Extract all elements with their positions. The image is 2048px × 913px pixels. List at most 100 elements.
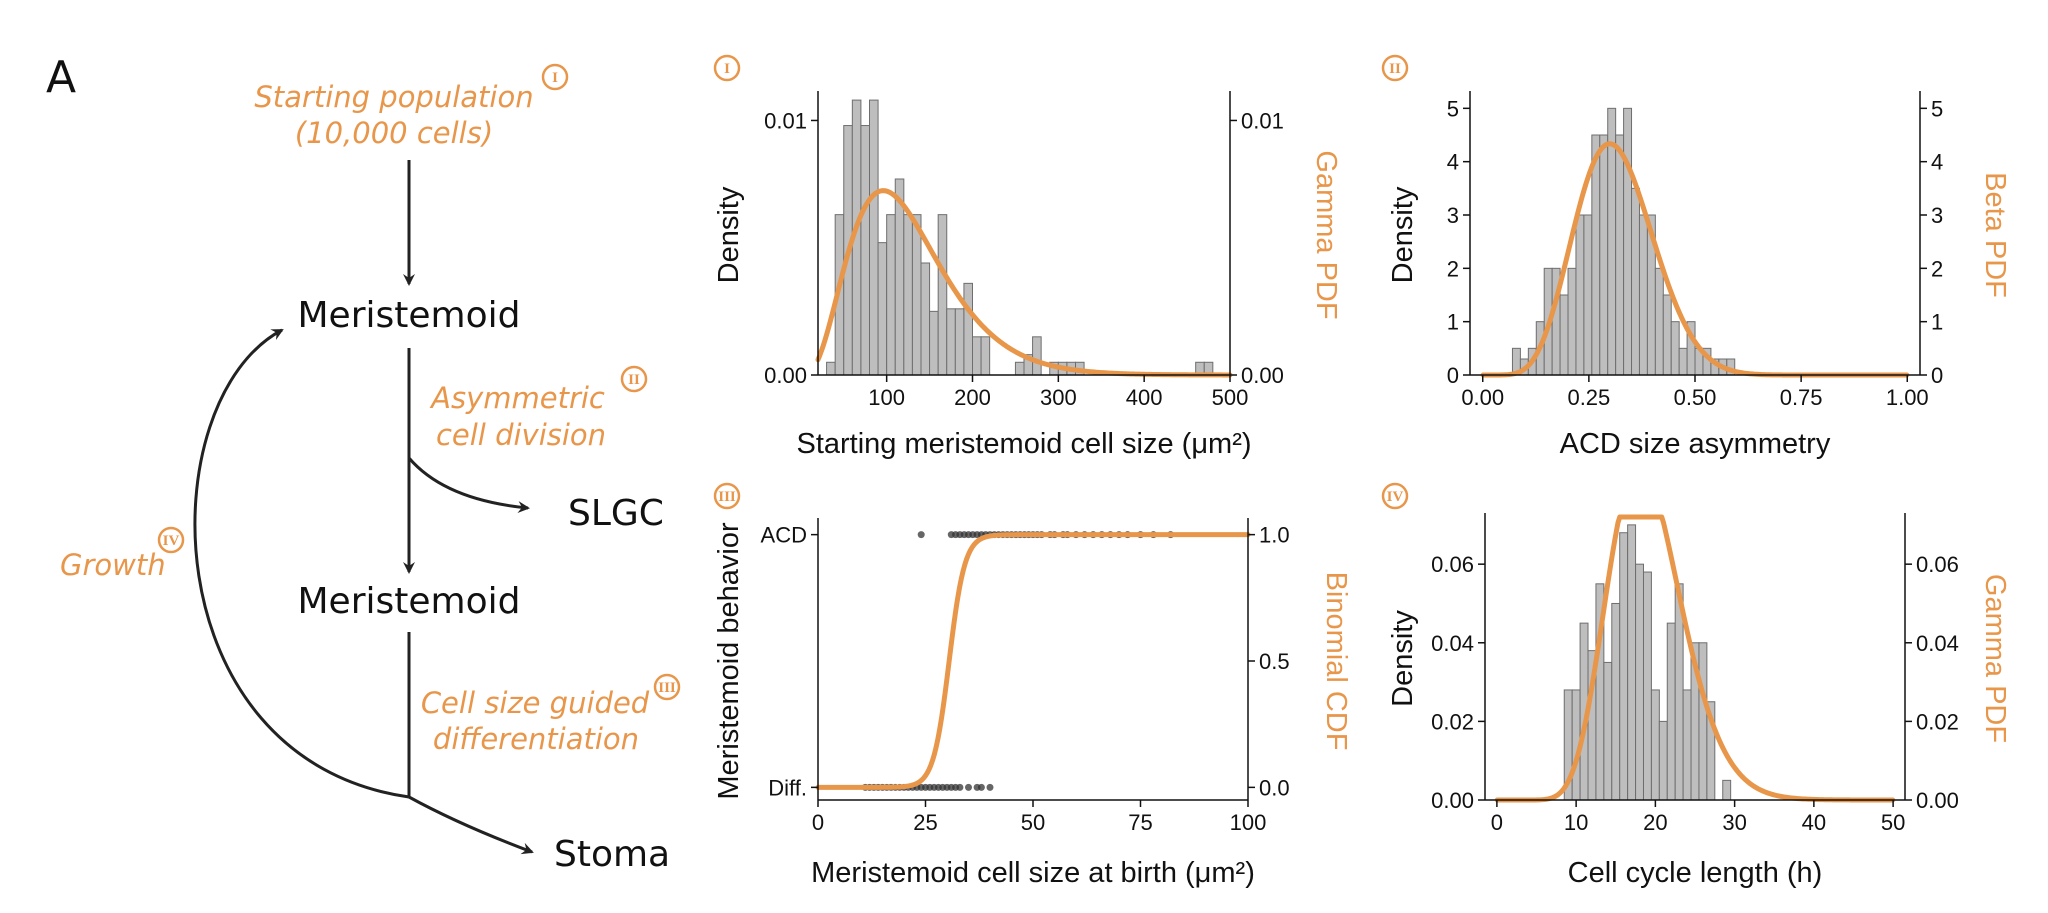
chart-iv-bar [1627, 524, 1637, 801]
chart-ii-xtick-label: 0.75 [1780, 385, 1823, 410]
chart-ii-ytick-label: 3 [1447, 203, 1459, 228]
diff-label-line2: differentiation [433, 722, 639, 756]
chart-ii-ytick-label: 0 [1447, 363, 1459, 388]
chart-i-xtick-label: 500 [1212, 385, 1249, 410]
chart-ii-bar [1623, 107, 1633, 376]
chart-ii-bar [1638, 214, 1648, 376]
chart-ii-y2label: Beta PDF [1979, 172, 2011, 298]
node-slgc: SLGC [568, 493, 664, 534]
chart-ii-bar [1567, 267, 1577, 376]
start-label-line1: Starting population [254, 80, 533, 114]
chart-i-bar [963, 282, 973, 376]
chart-iii-badge-circle [713, 482, 741, 510]
chart-ii-y2tick-label: 1 [1931, 310, 1943, 335]
chart-iv-bar [1611, 602, 1621, 801]
chart-ii-y2tick-label: 5 [1931, 96, 1943, 121]
chart-i-bar [946, 308, 956, 376]
chart-i-bar [869, 99, 879, 376]
chart-iii-point-diff [956, 783, 964, 791]
chart-i-bar [903, 214, 913, 376]
chart-i-bar [954, 308, 965, 376]
chart-i-badge: I [724, 61, 730, 77]
chart-iii-xtick-label: 25 [913, 810, 937, 835]
chart-ii-badge-circle [1381, 54, 1409, 82]
chart-iv-ytick-label: 0.06 [1431, 552, 1474, 577]
chart-ii-ytick-label: 5 [1447, 96, 1459, 121]
chart-panel-differentiation: III 0 25 50 75 100 Diff. ACD 0.0 0.5 1.0 Meristemoi… [713, 482, 1352, 889]
arrow-to-stoma [408, 795, 534, 855]
asym-label-line1: Asymmetric [429, 381, 605, 415]
chart-iii-point-diff [986, 783, 994, 791]
chart-iv-xlabel: Cell cycle length (h) [1568, 857, 1823, 889]
chart-i-bar [894, 178, 905, 376]
chart-i-y2label: Gamma PDF [1310, 150, 1342, 319]
chart-i-bar [886, 214, 896, 376]
chart-ii-bar [1678, 347, 1688, 376]
chart-ii-badge: II [1389, 61, 1401, 77]
chart-i-bar [929, 310, 939, 376]
chart-ii-bar [1575, 214, 1585, 376]
chart-iv-y2tick-label: 0.04 [1916, 631, 1959, 656]
chart-iii-point-diff [965, 783, 972, 791]
chart-iv-y2tick-label: 0.06 [1916, 552, 1959, 577]
chart-i-xlabel: Starting meristemoid cell size (μm²) [796, 428, 1251, 460]
chart-iii-ylabel: Meristemoid behavior [713, 522, 745, 800]
arrow-to-slgc [407, 457, 530, 514]
chart-iv-ytick-label: 0.00 [1431, 788, 1474, 813]
chart-iii-ytick-label: ACD [761, 523, 807, 548]
chart-ii-bar [1670, 321, 1680, 376]
chart-i-xtick-label: 400 [1126, 385, 1163, 410]
chart-ii-ytick-label: 4 [1447, 150, 1459, 175]
chart-iv-bar [1722, 779, 1732, 801]
chart-iv-ylabel: Density [1387, 610, 1419, 707]
node-meristemoid-2: Meristemoid [298, 581, 521, 622]
flow-diagram: Starting population (10,000 cells) I Mer… [60, 63, 681, 875]
chart-iv-y2tick-label: 0.02 [1916, 709, 1959, 734]
chart-iii-y2tick-label: 1.0 [1259, 523, 1290, 548]
chart-iv-ytick-label: 0.04 [1431, 631, 1474, 656]
chart-ii-y2tick-label: 3 [1931, 203, 1943, 228]
chart-iii-y2tick-label: 0.0 [1259, 775, 1290, 800]
chart-i-ytick-label: 0.01 [764, 108, 807, 133]
chart-iii-xtick-label: 0 [812, 810, 824, 835]
chart-iv-bar [1642, 571, 1652, 801]
chart-iv-y2tick-label: 0.00 [1916, 788, 1959, 813]
chart-iii-xtick-label: 50 [1021, 810, 1045, 835]
chart-ii-xtick-label: 0.50 [1674, 385, 1717, 410]
chart-iii-curve [815, 532, 1251, 790]
chart-iv-badge: IV [1387, 489, 1404, 505]
growth-badge-text: IV [163, 533, 180, 549]
chart-i-bar [1032, 336, 1042, 376]
chart-i-ylabel: Density [713, 186, 745, 283]
growth-label: Growth [60, 548, 166, 582]
chart-ii-bar [1631, 187, 1640, 376]
chart-i-bar [920, 262, 931, 376]
chart-iii-badge: III [718, 489, 736, 505]
diff-badge: III [653, 673, 681, 701]
start-label-line2: (10,000 cells) [295, 116, 493, 150]
diff-label-line1: Cell size guided [421, 686, 650, 720]
chart-i-y2tick-label: 0.00 [1241, 363, 1284, 388]
chart-iii-xtick-label: 75 [1128, 810, 1152, 835]
chart-panel-cell-cycle: IV 0 10 20 30 40 50 0.00 0.02 0.04 0.06 0.00 0.02 0.0… [1381, 482, 2011, 889]
chart-i-bar [980, 336, 991, 376]
asym-badge-text: II [628, 372, 640, 388]
chart-iv-bar [1650, 689, 1660, 801]
chart-ii-xtick-label: 1.00 [1886, 385, 1929, 410]
chart-i-bar [1014, 361, 1025, 376]
chart-iv-xtick-label: 40 [1802, 810, 1826, 835]
chart-iii-y2tick-label: 0.5 [1259, 649, 1290, 674]
chart-i-y2tick-label: 0.01 [1241, 108, 1284, 133]
chart-iv-xtick-label: 50 [1881, 810, 1905, 835]
chart-ii-bar [1591, 134, 1601, 376]
chart-ii-xtick-label: 0.25 [1567, 385, 1610, 410]
chart-i-xtick-label: 100 [868, 385, 905, 410]
chart-iii-y2label: Binomial CDF [1320, 572, 1352, 751]
chart-ii-y2tick-label: 4 [1931, 150, 1943, 175]
chart-ii-y2tick-label: 2 [1931, 256, 1943, 281]
chart-i-badge-circle [713, 54, 741, 82]
chart-iii-point-diff [977, 783, 985, 791]
chart-i-bar [972, 336, 982, 376]
chart-iv-bar [1619, 532, 1629, 801]
